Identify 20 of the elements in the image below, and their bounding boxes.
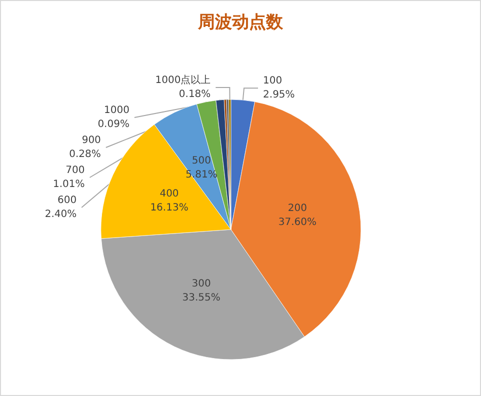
data-label: 33.55% xyxy=(182,292,220,304)
slice-label: 700 xyxy=(66,165,85,176)
slice-label: 900 xyxy=(82,135,101,146)
data-label: 37.60% xyxy=(278,216,317,228)
slice-label: 200 xyxy=(288,202,308,214)
data-label: 0.28% xyxy=(69,149,101,160)
slice-label: 500 xyxy=(192,156,211,167)
chart-title: 周波动点数 xyxy=(197,12,284,32)
slice-label: 100 xyxy=(263,76,282,87)
data-label: 2.95% xyxy=(263,90,295,101)
slice-label: 300 xyxy=(192,278,211,290)
data-label: 1.01% xyxy=(52,179,85,190)
slice-label: 600 xyxy=(58,195,77,206)
slice-label: 1000 xyxy=(104,105,130,116)
data-label: 0.18% xyxy=(178,89,211,100)
slice-label: 400 xyxy=(160,188,179,200)
data-label: 2.40% xyxy=(44,209,77,220)
slice-label: 1000点以上 xyxy=(155,74,211,86)
data-label: 16.13% xyxy=(150,202,188,214)
data-label: 0.09% xyxy=(98,119,130,130)
